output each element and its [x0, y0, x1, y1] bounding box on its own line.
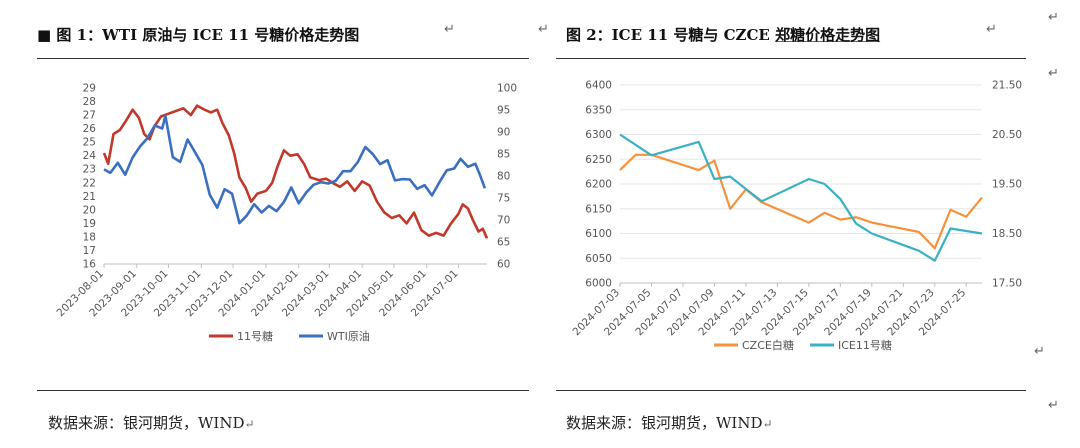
- y-left-tick-label: 19: [83, 218, 96, 230]
- chart-ice11-vs-czce: 6000 6050 6100 6150 6200 6250 6300 6350 6400 17.5…: [570, 80, 1022, 353]
- title-bullet: ■: [37, 26, 52, 44]
- y-right-tick-label: 65: [497, 237, 510, 249]
- y-left-tick-label: 26: [83, 123, 97, 135]
- y-right-tick-label: 60: [497, 259, 510, 271]
- legend-label: WTI原油: [327, 329, 370, 343]
- top-rule-left: [37, 58, 529, 59]
- y-left-tick-label: 24: [83, 150, 97, 162]
- y-right-tick-label: 17.50: [992, 278, 1022, 290]
- return-mark: ↵: [1048, 10, 1059, 25]
- y-right-tick-label: 85: [497, 149, 510, 161]
- return-mark: ↵: [538, 22, 549, 37]
- figure-2-title-underlined: 郑糖价格走势图: [775, 26, 881, 44]
- y-left-tick-label: 28: [83, 96, 96, 108]
- source-note-left: 数据来源：银河期货，WIND↵: [48, 414, 255, 432]
- figure-1-title-text: 图 1：WTI 原油与 ICE 11 号糖价格走势图: [56, 26, 360, 44]
- y-right-tick-label: 95: [497, 105, 510, 117]
- return-mark: ↵: [1048, 398, 1059, 413]
- figure-2-title: 图 2：ICE 11 号糖与 CZCE 郑糖价格走势图: [566, 24, 880, 45]
- y-left-tick-label: 6300: [585, 129, 612, 141]
- y-left-tick-label: 18: [83, 231, 96, 243]
- source-note-right: 数据来源：银河期货，WIND↵: [566, 414, 773, 432]
- legend-label: CZCE白糖: [742, 338, 794, 352]
- y-right-tick-label: 20.50: [992, 129, 1022, 141]
- chart-wti-vs-sugar11: 1617181920212223242526272829606570758085…: [54, 83, 517, 344]
- y-right-tick-label: 80: [497, 171, 510, 183]
- y-left-tick-label: 6150: [585, 203, 612, 215]
- return-mark: ↵: [1034, 344, 1045, 359]
- return-mark: ↵: [986, 22, 997, 37]
- legend-label: 11号糖: [237, 329, 273, 343]
- y-right-tick-label: 18.50: [992, 228, 1022, 240]
- return-mark: ↵: [444, 22, 455, 37]
- return-mark: ↵: [1048, 66, 1059, 81]
- y-left-tick-label: 25: [83, 137, 96, 149]
- y-left-tick-label: 6200: [585, 179, 612, 191]
- y-left-tick-label: 21: [83, 191, 96, 203]
- y-right-tick-label: 19.50: [992, 179, 1022, 191]
- y-right-tick-label: 75: [497, 193, 510, 205]
- y-left-tick-label: 6250: [585, 154, 612, 166]
- figure-2-title-text: 图 2：ICE 11 号糖与 CZCE: [566, 26, 770, 44]
- y-left-tick-label: 29: [83, 83, 96, 95]
- y-left-tick-label: 6100: [585, 228, 612, 240]
- y-left-tick-label: 27: [83, 110, 96, 122]
- y-left-tick-label: 23: [83, 164, 96, 176]
- top-rule-right: [556, 58, 1026, 59]
- series-line-CZCE白糖: [619, 153, 983, 250]
- series-line-11号糖: [102, 104, 489, 239]
- y-left-tick-label: 22: [83, 177, 96, 189]
- series-line-ICE11号糖: [619, 133, 983, 262]
- bottom-rule-right: [556, 390, 1026, 391]
- y-left-tick-label: 17: [83, 245, 96, 257]
- y-right-tick-label: 21.50: [992, 80, 1022, 92]
- legend-label: ICE11号糖: [838, 338, 892, 352]
- y-left-tick-label: 6400: [585, 80, 612, 92]
- y-right-tick-label: 70: [497, 215, 510, 227]
- figure-1-title: ■ 图 1：WTI 原油与 ICE 11 号糖价格走势图: [37, 24, 359, 45]
- y-left-tick-label: 6050: [585, 253, 612, 265]
- y-left-tick-label: 6350: [585, 104, 612, 116]
- y-right-tick-label: 90: [497, 127, 510, 139]
- y-right-tick-label: 100: [497, 83, 517, 95]
- y-left-tick-label: 16: [83, 259, 97, 271]
- bottom-rule-left: [37, 390, 529, 391]
- series-line-WTI原油: [103, 114, 487, 225]
- y-left-tick-label: 6000: [585, 278, 612, 290]
- y-left-tick-label: 20: [83, 204, 96, 216]
